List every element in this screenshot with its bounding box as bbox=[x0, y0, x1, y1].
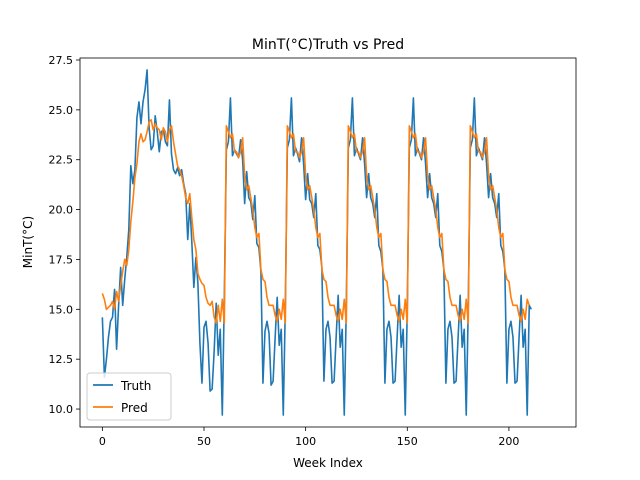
x-axis-label: Week Index bbox=[293, 456, 363, 470]
x-axis-ticks: 0 50 100 150 200 bbox=[99, 427, 519, 448]
x-tick-label: 50 bbox=[197, 435, 211, 448]
legend-label-truth: Truth bbox=[120, 379, 151, 393]
y-tick-label: 25.0 bbox=[49, 104, 74, 117]
x-tick-label: 150 bbox=[397, 435, 418, 448]
x-tick-label: 200 bbox=[498, 435, 519, 448]
y-tick-label: 20.0 bbox=[49, 204, 74, 217]
legend: Truth Pred bbox=[86, 372, 172, 421]
series-lines bbox=[101, 69, 532, 416]
series-line-truth bbox=[101, 69, 532, 416]
y-tick-label: 10.0 bbox=[49, 403, 74, 416]
y-tick-label: 27.5 bbox=[49, 54, 74, 67]
y-tick-label: 12.5 bbox=[49, 353, 74, 366]
y-axis-ticks: 10.0 12.5 15.0 17.5 20.0 22.5 25.0 27.5 bbox=[49, 54, 80, 416]
plot-area bbox=[80, 58, 576, 427]
plot-frame bbox=[79, 57, 577, 428]
legend-label-pred: Pred bbox=[121, 401, 148, 415]
y-tick-label: 15.0 bbox=[49, 303, 74, 316]
x-tick-label: 0 bbox=[99, 435, 106, 448]
x-tick-label: 100 bbox=[295, 435, 316, 448]
y-axis-label: MinT(°C) bbox=[21, 216, 35, 268]
series-line-pred bbox=[101, 119, 531, 325]
chart-title: MinT(°C)Truth vs Pred bbox=[252, 37, 404, 53]
y-tick-label: 22.5 bbox=[49, 154, 74, 167]
y-tick-label: 17.5 bbox=[49, 253, 74, 266]
